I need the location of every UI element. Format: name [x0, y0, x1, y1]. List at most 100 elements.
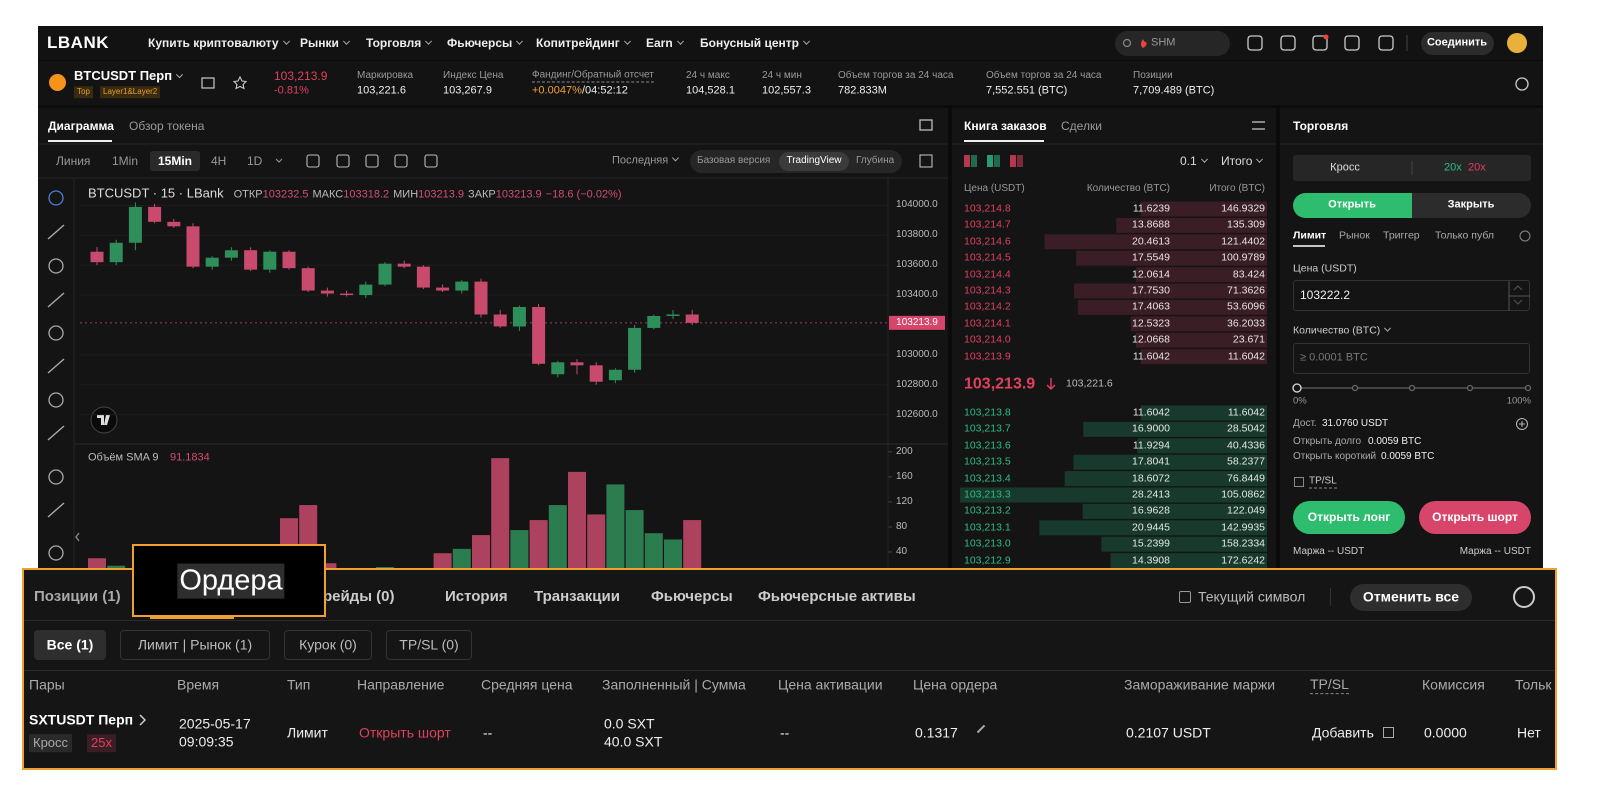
orders-tab[interactable]: Позиции (1) [34, 588, 121, 605]
candle-body [685, 314, 699, 323]
side-tab[interactable]: Закрыть [1447, 198, 1495, 211]
leverage-long[interactable]: 20x [1444, 161, 1462, 174]
filter-text[interactable]: Курок (0) [299, 636, 357, 653]
view-switch-active[interactable] [779, 152, 849, 171]
add-icon[interactable] [1383, 727, 1394, 738]
view-option[interactable]: TradingView [786, 155, 842, 166]
filter-button[interactable] [120, 630, 270, 660]
tab[interactable]: Обзор токена [129, 118, 205, 133]
price-value[interactable]: 103222.2 [1300, 287, 1351, 302]
tab-underline [48, 140, 112, 142]
y-tick-label: 103800.0 [896, 229, 938, 241]
y-tick-label: 103000.0 [896, 348, 938, 360]
tpsl-checkbox[interactable] [1294, 477, 1304, 487]
logo[interactable]: LBANK [47, 32, 109, 52]
view-option[interactable]: Базовая версия [697, 155, 771, 166]
filter-text[interactable]: Все (1) [46, 636, 94, 653]
filter-button[interactable] [386, 630, 472, 660]
interval[interactable]: 4H [211, 153, 227, 168]
search-box[interactable] [1115, 31, 1230, 56]
settings-icon [1252, 121, 1265, 130]
cell[interactable]: Добавить [1312, 724, 1374, 741]
nav-item[interactable]: Бонусный центр [700, 36, 809, 50]
candle-body [608, 369, 622, 381]
book-qty: 20.9445 [1132, 521, 1170, 534]
tab[interactable]: Сделки [1061, 118, 1102, 133]
field-label: Количество (BTC) [1293, 325, 1390, 338]
orders-tab[interactable]: Фьючерсы [651, 588, 733, 605]
search-text[interactable]: SHM [1151, 36, 1176, 49]
depth-bar [1140, 349, 1267, 365]
book-qty: 14.3908 [1132, 554, 1170, 567]
margin-mode[interactable]: Кросс [1330, 161, 1360, 174]
depth-bar [1044, 234, 1267, 250]
tab[interactable]: Книга заказов [964, 118, 1047, 133]
price-type[interactable]: Последняя [612, 154, 678, 167]
leverage-short[interactable]: 20x [1468, 161, 1486, 174]
column-header: Количество (BTC) [1086, 183, 1170, 194]
book-qty: 11.9294 [1132, 439, 1170, 452]
interval[interactable]: 1D [247, 153, 263, 168]
candle-body [128, 206, 142, 243]
button-text[interactable]: Открыть лонг [1307, 509, 1391, 524]
connect-button[interactable] [1421, 32, 1494, 55]
book-price: 103,214.4 [964, 268, 1011, 281]
cancel-all-button[interactable] [1350, 584, 1472, 611]
interval[interactable]: 1Min [112, 153, 139, 168]
symbol[interactable]: BTCUSDT Перп [74, 68, 182, 84]
avatar[interactable] [1507, 33, 1527, 53]
button-text[interactable]: Открыть шорт [1432, 509, 1518, 524]
open-tab[interactable] [1293, 193, 1412, 218]
nav-item[interactable]: Earn [646, 36, 683, 50]
orders-tab[interactable]: История [445, 588, 508, 605]
filter-button[interactable] [34, 630, 106, 660]
qty-input[interactable] [1293, 343, 1530, 374]
stat-value: 102,557.3 [762, 84, 811, 97]
nav-item[interactable]: Копитрейдинг [536, 36, 630, 50]
available-label: Дост. [1293, 418, 1317, 429]
qty-placeholder[interactable]: ≥ 0.0001 BTC [1300, 351, 1368, 364]
open-long-button[interactable] [1293, 501, 1405, 534]
edit-icon[interactable] [976, 724, 986, 734]
orders-tab[interactable]: Фьючерсные активы [758, 588, 916, 605]
book-total: 121.4402 [1221, 235, 1265, 248]
nav-item[interactable]: Торговля [366, 36, 431, 50]
last-price-tag [889, 315, 945, 330]
precision[interactable]: 0.1 [1180, 154, 1207, 168]
mode[interactable]: Итого [1221, 154, 1262, 168]
book-qty: 11.6042 [1132, 406, 1170, 419]
view-option[interactable]: Глубина [856, 155, 895, 166]
connect-text[interactable]: Соединить [1426, 36, 1488, 49]
book-price: 103,213.5 [964, 455, 1011, 468]
candle-body [512, 307, 526, 327]
column-header: Заполненный | Сумма [602, 676, 746, 693]
filter-button[interactable] [284, 630, 372, 660]
order-type[interactable]: Только публ [1435, 229, 1494, 242]
nav-item[interactable]: Рынки [300, 36, 349, 50]
order-type[interactable]: Рынок [1339, 229, 1370, 242]
order-type[interactable]: Триггер [1383, 229, 1420, 242]
nav-item[interactable]: Купить криптовалюту [148, 36, 289, 50]
tpsl-label[interactable]: TP/SL [1309, 475, 1337, 489]
orders-tab[interactable]: Транзакции [534, 588, 620, 605]
book-price: 103,213.3 [964, 488, 1011, 501]
open-short-button[interactable] [1419, 501, 1531, 534]
side-tab[interactable]: Открыть [1328, 198, 1376, 211]
filter-text[interactable]: Лимит | Рынок (1) [137, 636, 253, 653]
nav-icon [1378, 35, 1394, 51]
current-symbol-checkbox[interactable] [1179, 591, 1191, 603]
pair[interactable]: SXTUSDT Перп [29, 711, 134, 728]
candle-body [570, 362, 584, 366]
interval[interactable]: 15Min [158, 153, 193, 168]
interval[interactable]: Линия [56, 153, 91, 168]
tool-icon [424, 154, 438, 168]
history-icon[interactable] [1513, 586, 1535, 608]
tool-icon [306, 154, 320, 168]
tab[interactable]: Диаграмма [48, 118, 114, 133]
cancel-all-text[interactable]: Отменить все [1362, 588, 1460, 605]
current-symbol[interactable]: Текущий символ [1198, 588, 1306, 605]
close-tab[interactable] [1412, 193, 1531, 218]
nav-item[interactable]: Фьючерсы [447, 36, 522, 50]
filter-text[interactable]: TP/SL (0) [399, 636, 459, 653]
order-type[interactable]: Лимит [1293, 229, 1327, 242]
